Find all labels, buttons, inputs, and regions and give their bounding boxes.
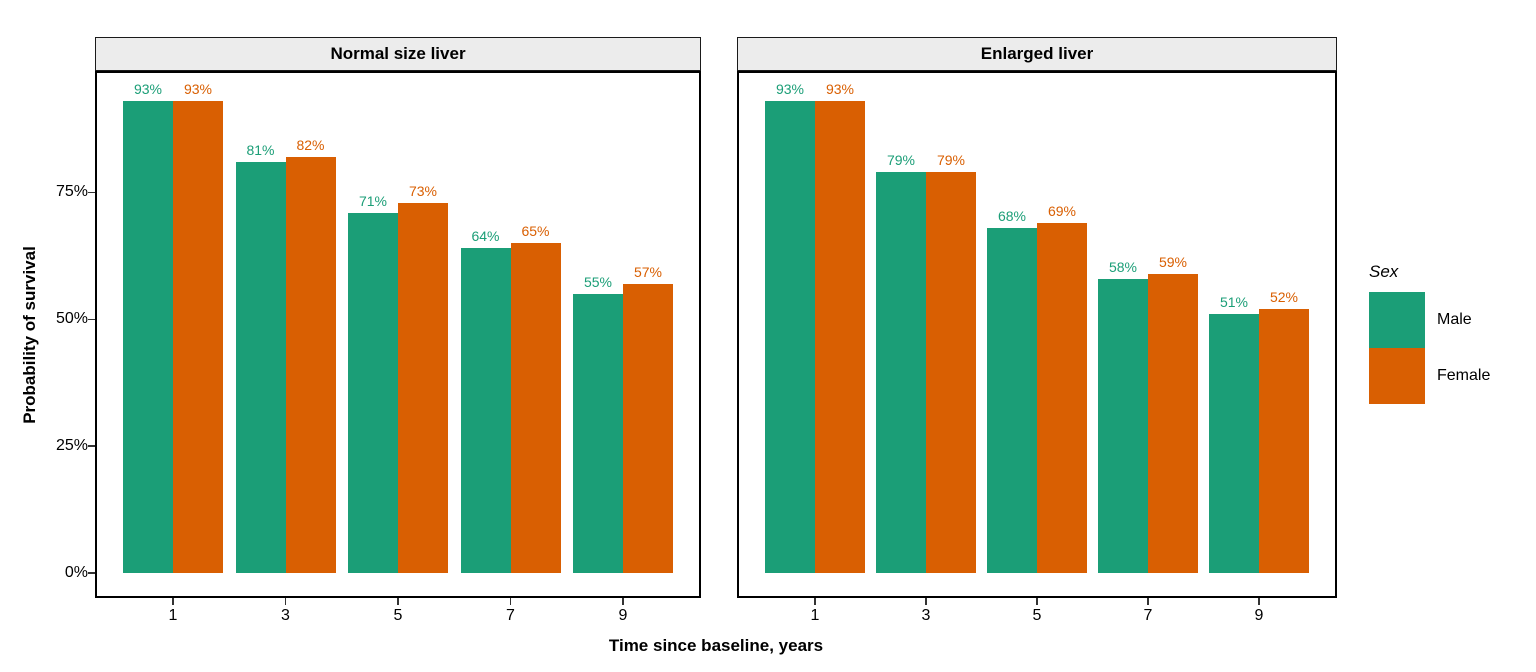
bar-female [1037, 223, 1087, 573]
bar-male [1209, 314, 1259, 573]
x-tick-mark [622, 598, 624, 605]
x-tick-mark [1147, 598, 1149, 605]
bar-value-label: 65% [521, 223, 550, 239]
bar-female [510, 243, 561, 573]
bar-value-label: 93% [775, 81, 805, 97]
x-tick-label: 1 [810, 607, 820, 624]
bar-male [235, 162, 286, 573]
bar-female [926, 172, 976, 573]
bar-value-label: 69% [1047, 203, 1077, 219]
facet-strip-normal-size-liver: Normal size liver [95, 37, 701, 71]
bar-value-label: 55% [583, 274, 613, 290]
bar-value-label: 93% [133, 81, 163, 97]
male-color-swatch [1369, 292, 1425, 348]
y-tick-label: 75% [55, 183, 88, 201]
x-tick-mark [1258, 598, 1260, 605]
legend-label: Male [1437, 311, 1472, 328]
bar-value-label: 73% [408, 183, 438, 199]
bar-female [173, 101, 223, 573]
bar-male [573, 294, 623, 573]
bar-male [987, 228, 1037, 573]
y-axis-title: Probability of survival [20, 246, 39, 424]
facet-title: Enlarged liver [980, 44, 1094, 63]
bar-value-label: 64% [471, 228, 500, 244]
x-tick-label: 7 [506, 607, 515, 624]
bar-female [285, 157, 336, 573]
bar-value-label: 93% [183, 81, 213, 97]
x-tick-mark [1036, 598, 1038, 605]
female-color-swatch [1369, 348, 1425, 404]
bar-female [623, 284, 673, 573]
x-tick-mark [172, 598, 174, 605]
y-tick-mark [88, 318, 95, 320]
bar-female [815, 101, 865, 573]
facet-panel-enlarged-liver: 93% 93% 79% 79% 68% 69% 58% 59% 51% 52% [737, 71, 1337, 598]
x-tick-mark [284, 598, 287, 605]
bar-value-label: 79% [886, 152, 916, 168]
facet-strip-enlarged-liver: Enlarged liver [737, 37, 1337, 71]
bar-female [1148, 274, 1198, 573]
bar-male [876, 172, 926, 573]
facet-title: Normal size liver [330, 44, 466, 63]
y-tick-mark [88, 191, 95, 194]
legend: Sex Male Female [1369, 262, 1490, 404]
y-tick-mark [88, 572, 95, 574]
bar-male [460, 248, 511, 573]
x-tick-label: 5 [1032, 607, 1042, 624]
bar-value-label: 79% [936, 152, 966, 168]
legend-item-female: Female [1369, 348, 1490, 404]
bar-value-label: 68% [997, 208, 1027, 224]
legend-label: Female [1437, 367, 1491, 384]
bar-value-label: 81% [246, 142, 275, 158]
x-tick-mark [509, 598, 512, 605]
bar-value-label: 93% [825, 81, 855, 97]
x-tick-mark [397, 598, 399, 605]
bar-value-label: 71% [358, 193, 388, 209]
x-tick-label: 5 [393, 607, 403, 624]
legend-item-male: Male [1369, 292, 1490, 348]
bar-male [1098, 279, 1148, 573]
x-tick-label: 9 [1254, 607, 1264, 624]
bar-value-label: 51% [1219, 294, 1249, 310]
x-tick-label: 3 [921, 607, 931, 624]
bar-female [1259, 309, 1309, 573]
bar-value-label: 58% [1108, 259, 1138, 275]
x-axis-title: Time since baseline, years [608, 636, 824, 655]
y-tick-mark [88, 445, 95, 447]
y-tick-label: 25% [55, 437, 88, 455]
x-tick-mark [925, 598, 927, 605]
bar-male [123, 101, 173, 573]
legend-title: Sex [1369, 262, 1399, 281]
bar-female [398, 203, 448, 573]
x-tick-label: 9 [618, 607, 628, 624]
bar-value-label: 57% [633, 264, 663, 280]
bar-value-label: 59% [1158, 254, 1188, 270]
bar-value-label: 52% [1269, 289, 1299, 305]
x-tick-label: 1 [168, 607, 178, 624]
bar-male [348, 213, 398, 573]
x-tick-label: 7 [1143, 607, 1153, 624]
y-tick-label: 50% [55, 310, 88, 328]
x-tick-mark [814, 598, 816, 605]
y-tick-label: 0% [64, 564, 88, 581]
x-tick-label: 3 [281, 607, 290, 624]
bar-value-label: 82% [296, 137, 325, 153]
facet-panel-normal-size-liver: 93% 93% 81% 82% 71% 73% 64% 65% 55% 57% [95, 71, 701, 598]
bar-male [765, 101, 815, 573]
